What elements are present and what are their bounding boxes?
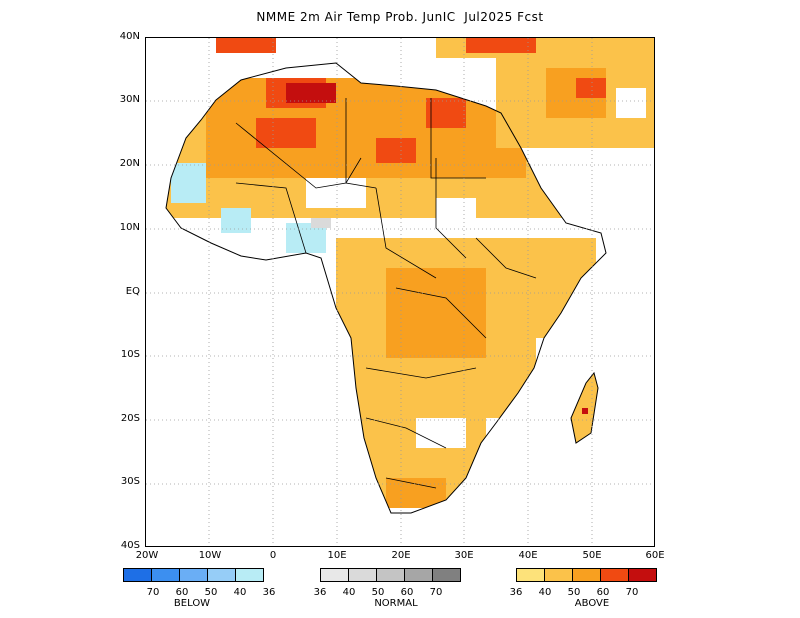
legend-normal-colorbar (320, 568, 461, 582)
country-borders (235, 98, 537, 489)
lon-label-10e: 10E (327, 550, 347, 561)
legend-above-name: ABOVE (574, 598, 610, 609)
lat-label-30s: 30S (120, 476, 140, 487)
legend-below-swatch-60 (151, 568, 180, 582)
legend-above-tick: 70 (625, 587, 639, 598)
lon-label-20e: 20E (391, 550, 411, 561)
legend-above-tick: 50 (567, 587, 581, 598)
legend-above-tick: 36 (509, 587, 523, 598)
lat-label-20s: 20S (120, 413, 140, 424)
legend-above-tick: 60 (596, 587, 610, 598)
lon-label-10w: 10W (198, 550, 222, 561)
legend-below-tick: 70 (146, 587, 160, 598)
legend-below-tick: 40 (233, 587, 247, 598)
legend-normal-swatch-50 (376, 568, 405, 582)
legend-normal-swatch-60 (404, 568, 433, 582)
legend-above-tick: 40 (538, 587, 552, 598)
lon-label-30e: 30E (454, 550, 474, 561)
north-fringe-shading (216, 38, 654, 148)
legend-above-swatch-70 (628, 568, 657, 582)
legend-above-swatch-50 (572, 568, 601, 582)
forecast-map (145, 37, 655, 547)
lat-label-10s: 10S (120, 349, 140, 360)
legend-normal-tick: 40 (342, 587, 356, 598)
legend-above-swatch-60 (600, 568, 629, 582)
lon-label-40e: 40E (518, 550, 538, 561)
madagascar-hotspot (582, 408, 588, 414)
lat-label-30n: 30N (119, 94, 140, 105)
legend-normal-swatch-40 (348, 568, 377, 582)
legend-normal-tick: 36 (313, 587, 327, 598)
map-title: NMME 2m Air Temp Prob. JunIC Jul2025 Fcs… (256, 10, 544, 24)
legend-normal-swatch-36 (320, 568, 349, 582)
legend-below-swatch-50 (179, 568, 208, 582)
legend-below-tick: 36 (262, 587, 276, 598)
lat-label-eq: EQ (125, 286, 140, 297)
legend-below-swatch-70 (123, 568, 152, 582)
legend-above-colorbar (516, 568, 657, 582)
lat-label-10n: 10N (119, 222, 140, 233)
graticule (146, 38, 654, 546)
lat-label-40n: 40N (119, 31, 140, 42)
lat-label-20n: 20N (119, 158, 140, 169)
legend-below-colorbar (123, 568, 264, 582)
below-normal-shading (171, 163, 331, 253)
legend-below-name: BELOW (173, 598, 211, 609)
lon-label-50e: 50E (582, 550, 602, 561)
legend-below-swatch-40 (207, 568, 236, 582)
legend-above-swatch-36 (516, 568, 545, 582)
lat-label-40s: 40S (120, 540, 140, 551)
legend-normal-tick: 70 (429, 587, 443, 598)
legend-below-tick: 50 (204, 587, 218, 598)
lon-label-0: 0 (269, 550, 277, 561)
legend-below-tick: 60 (175, 587, 189, 598)
legend-below-swatch-36 (235, 568, 264, 582)
lon-label-20w: 20W (135, 550, 159, 561)
legend-above-swatch-40 (544, 568, 573, 582)
legend-normal-tick: 50 (371, 587, 385, 598)
lon-label-60e: 60E (645, 550, 665, 561)
map-canvas (146, 38, 654, 546)
legend-normal-swatch-70 (432, 568, 461, 582)
legend-normal-tick: 60 (400, 587, 414, 598)
legend-normal-name: NORMAL (374, 598, 418, 609)
